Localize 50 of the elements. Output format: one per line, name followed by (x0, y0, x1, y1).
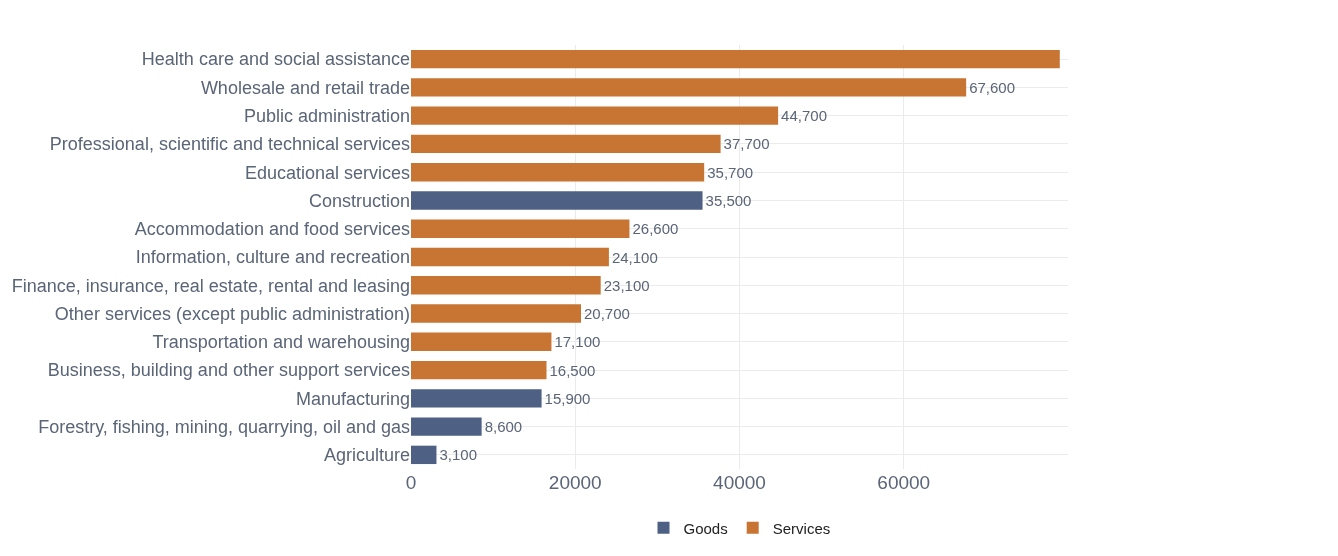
data-label: 23,100 (603, 276, 650, 294)
bar (411, 49, 1060, 69)
bar (411, 389, 542, 408)
x-tick-label: 40000 (713, 472, 766, 493)
x-tick-label: 0 (405, 472, 417, 493)
y-tick-label: Agriculture (323, 445, 410, 466)
bar (411, 219, 630, 238)
bar (411, 247, 609, 267)
y-tick-label: Wholesale and retail trade (200, 77, 410, 98)
bar (411, 134, 721, 154)
bar (411, 304, 581, 323)
y-tick-label: Business, building and other support services (47, 360, 410, 381)
y-tick-label: Finance, insurance, real estate, rental and leasing (11, 275, 410, 296)
data-label: 26,600 (632, 220, 679, 238)
data-label: 44,700 (781, 107, 827, 125)
data-label: 35,700 (707, 163, 754, 181)
y-tick-label: Information, culture and recreation (135, 247, 410, 268)
data-label: 15,900 (544, 389, 591, 407)
y-tick-label: Health care and social assistance (141, 49, 410, 70)
y-tick-label: Professional, scientific and technical services (49, 134, 410, 155)
bar (411, 276, 601, 295)
data-label: 35,500 (705, 191, 752, 209)
y-tick-label: Transportation and warehousing (152, 332, 410, 353)
bar (411, 78, 967, 97)
data-label: 17,100 (554, 333, 601, 351)
data-label: 16,500 (549, 361, 596, 379)
data-label: 8,600 (484, 418, 523, 436)
bar (411, 163, 705, 182)
y-tick-label: Forestry, fishing, mining, quarrying, oil and gas (38, 416, 410, 437)
y-tick-label: Manufacturing (295, 388, 410, 409)
data-label: 67,600 (969, 78, 1016, 96)
y-tick-label: Construction (308, 190, 410, 211)
y-tick-label: Other services (except public administration) (54, 303, 410, 324)
x-tick-label: 20000 (548, 472, 602, 493)
bar (411, 360, 547, 380)
data-label: 20,700 (584, 305, 630, 323)
y-tick-label: Accommodation and food services (134, 219, 410, 240)
bar (411, 191, 703, 210)
x-tick-label: 60000 (877, 472, 931, 493)
data-label: 37,700 (723, 135, 770, 153)
data-label: 24,100 (611, 248, 658, 266)
legend-label: Goods (683, 519, 728, 537)
y-tick-label: Public administration (243, 105, 410, 126)
bar (411, 106, 779, 125)
legend-label: Services (772, 519, 831, 537)
bar (411, 417, 482, 436)
y-tick-label: Educational services (244, 162, 410, 183)
bar (411, 445, 437, 465)
bar (411, 332, 552, 351)
data-label: 3,100 (439, 446, 478, 464)
